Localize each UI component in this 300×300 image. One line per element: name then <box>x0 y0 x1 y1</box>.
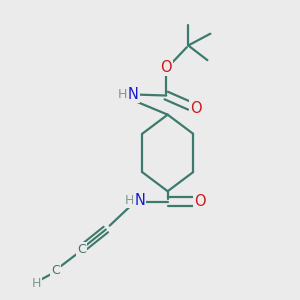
Text: H: H <box>118 88 127 101</box>
Text: N: N <box>128 87 139 102</box>
Text: C: C <box>51 264 60 277</box>
Text: O: O <box>190 101 202 116</box>
Text: N: N <box>134 194 145 208</box>
Text: O: O <box>160 60 172 75</box>
Text: O: O <box>194 194 206 209</box>
Text: C: C <box>77 243 86 256</box>
Text: H: H <box>32 277 41 290</box>
Text: H: H <box>125 194 134 207</box>
